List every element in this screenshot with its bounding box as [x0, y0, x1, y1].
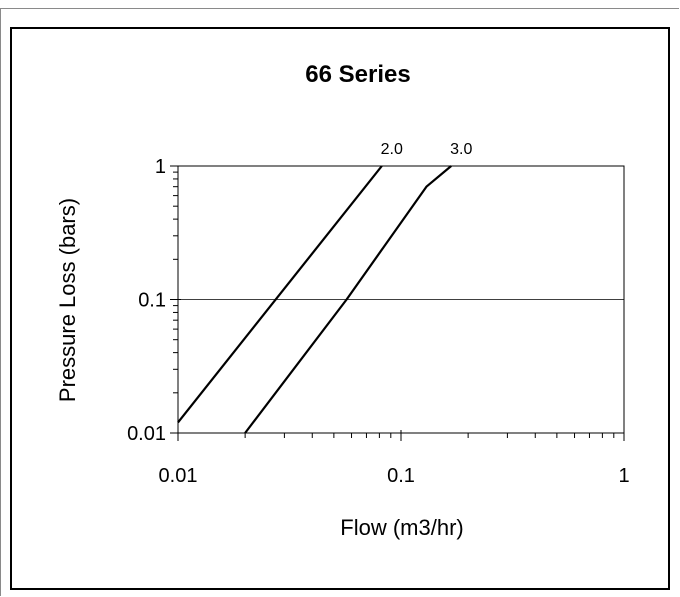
y-tick-labels: 1 0.1 0.01	[127, 156, 166, 445]
y-tick-label-0: 1	[155, 156, 166, 178]
series-line-0	[177, 165, 383, 424]
y-axis-label: Pressure Loss (bars)	[55, 198, 80, 402]
y-tick-label-1: 0.1	[138, 290, 166, 312]
series-lines	[177, 165, 452, 434]
window-frame	[0, 8, 679, 596]
x-tick-label-1: 0.1	[387, 465, 415, 487]
series-label-1: 3.0	[450, 141, 472, 158]
x-tick-labels: 0.01 0.1 1	[159, 465, 630, 487]
series-label-0: 2.0	[381, 141, 403, 158]
series-line-1	[244, 165, 452, 434]
x-tick-label-0: 0.01	[159, 465, 198, 487]
x-tick-label-2: 1	[618, 465, 629, 487]
series-labels: 2.0 3.0	[381, 141, 473, 158]
x-axis-label: Flow (m3/hr)	[340, 515, 463, 540]
minor-ticks	[170, 165, 625, 441]
y-tick-label-2: 0.01	[127, 423, 166, 445]
chart-title: 66 Series	[305, 61, 410, 88]
